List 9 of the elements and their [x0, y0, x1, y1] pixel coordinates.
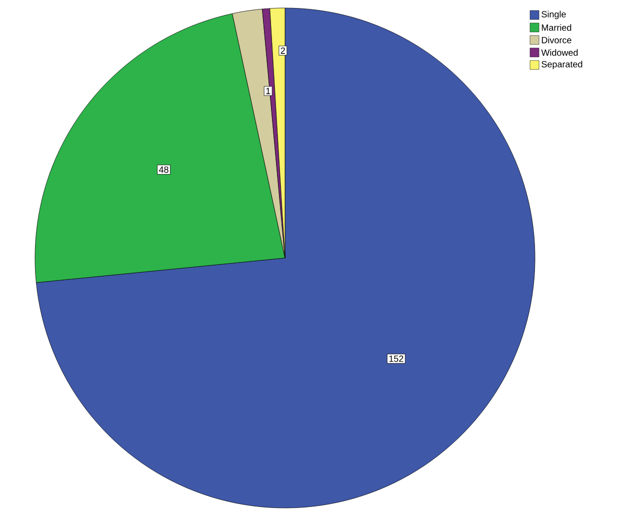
legend-label: Separated: [542, 60, 582, 70]
legend-label: Single: [542, 10, 566, 20]
legend-label: Married: [542, 24, 572, 31]
data-label: 152: [389, 356, 404, 362]
data-label: 2: [280, 47, 285, 54]
data-label: 48: [158, 166, 168, 173]
legend-label: Divorce: [542, 36, 572, 44]
data-label: 1: [266, 88, 270, 94]
legend-label: Widowed: [541, 49, 578, 56]
